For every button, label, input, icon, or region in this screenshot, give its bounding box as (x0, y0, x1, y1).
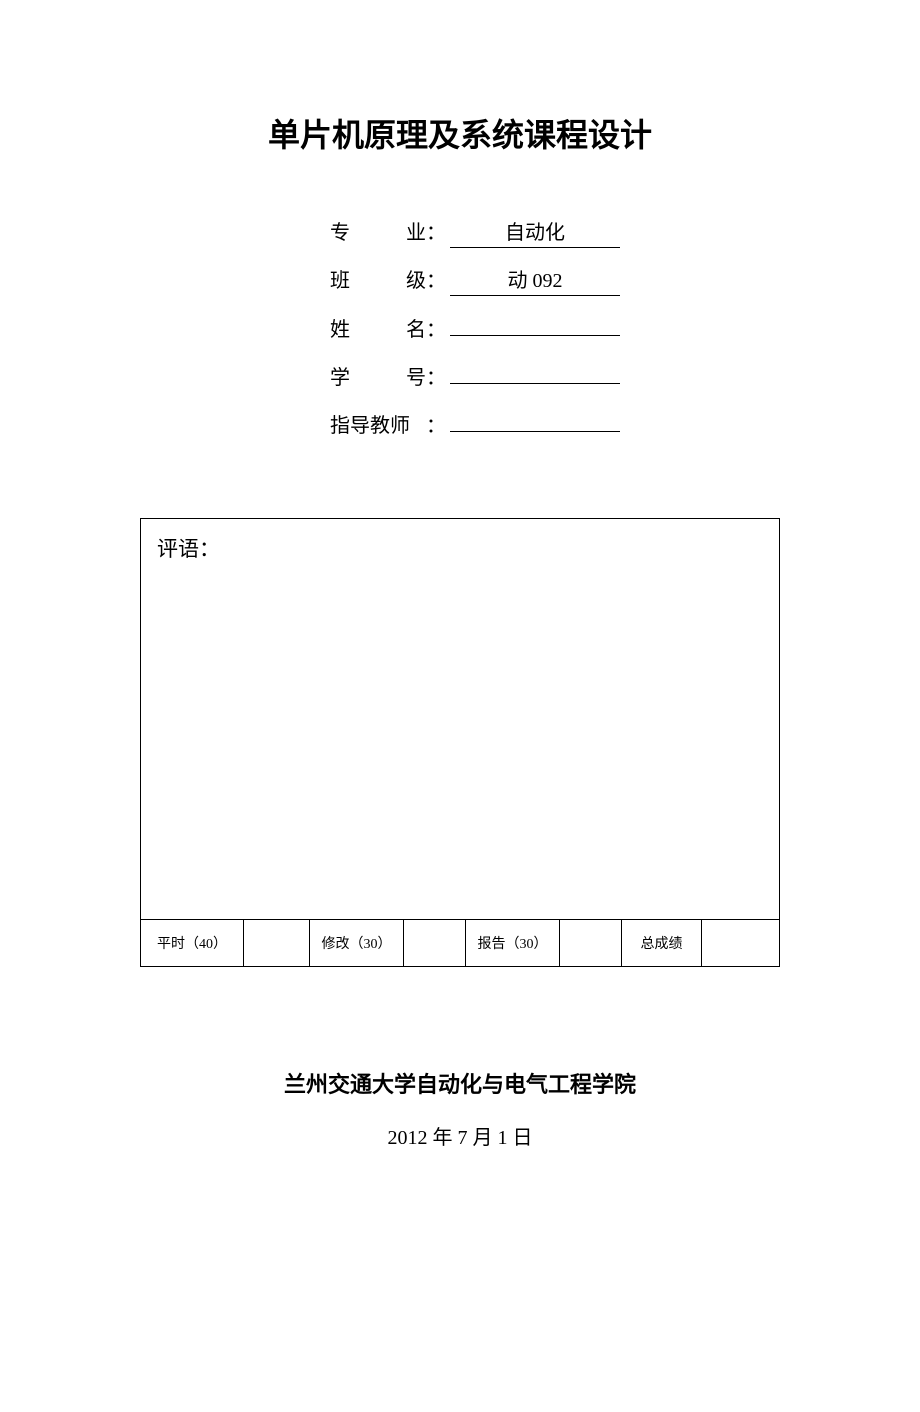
document-date: 2012 年 7 月 1 日 (0, 1121, 920, 1150)
score-usual-label: 平时（40） (141, 920, 244, 966)
student-id-value (450, 360, 620, 384)
colon: ： (426, 264, 446, 293)
comment-area: 评语： (141, 519, 779, 919)
field-class: 班 级 ： 动 092 (330, 264, 640, 294)
score-report-label: 报告（30） (466, 920, 560, 966)
label-char: 业 (406, 216, 426, 245)
advisor-value (450, 408, 620, 432)
score-total-value (702, 920, 779, 966)
major-label: 专 业 (330, 216, 426, 245)
comment-box: 评语： 平时（40） 修改（30） 报告（30） 总成绩 (140, 518, 780, 967)
colon: ： (426, 361, 446, 390)
document-title: 单片机原理及系统课程设计 (0, 110, 920, 156)
label-char: 级 (406, 264, 426, 293)
class-label: 班 级 (330, 264, 426, 293)
score-report-value (560, 920, 622, 966)
name-label: 姓 名 (330, 313, 426, 342)
field-major: 专 业 ： 自动化 (330, 216, 640, 246)
score-usual-value (244, 920, 310, 966)
label-char: 姓 (330, 313, 350, 342)
score-revision-value (404, 920, 466, 966)
colon: ： (426, 313, 446, 342)
field-name: 姓 名 ： (330, 312, 640, 342)
institution-name: 兰州交通大学自动化与电气工程学院 (0, 1067, 920, 1099)
student-info-block: 专 业 ： 自动化 班 级 ： 动 092 姓 名 ： 学 号 ： 指导教师 ： (330, 216, 640, 438)
label-char: 专 (330, 216, 350, 245)
label-char: 号 (406, 361, 426, 390)
footer: 兰州交通大学自动化与电气工程学院 2012 年 7 月 1 日 (0, 1067, 920, 1150)
score-revision-label: 修改（30） (310, 920, 404, 966)
student-id-label: 学 号 (330, 361, 426, 390)
label-char: 名 (406, 313, 426, 342)
label-char: 学 (330, 361, 350, 390)
name-value (450, 312, 620, 336)
colon: ： (426, 216, 446, 245)
major-value: 自动化 (450, 216, 620, 248)
field-advisor: 指导教师 ： (330, 408, 640, 438)
advisor-label: 指导教师 (330, 409, 426, 438)
comment-label: 评语： (157, 537, 220, 561)
class-value: 动 092 (450, 264, 620, 296)
label-char: 班 (330, 264, 350, 293)
field-student-id: 学 号 ： (330, 360, 640, 390)
score-total-label: 总成绩 (622, 920, 702, 966)
colon: ： (426, 409, 446, 438)
score-row: 平时（40） 修改（30） 报告（30） 总成绩 (141, 919, 779, 966)
